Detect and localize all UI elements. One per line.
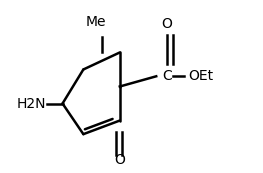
Text: Me: Me (86, 15, 107, 29)
Text: O: O (161, 16, 172, 30)
Text: O: O (114, 153, 125, 167)
Text: OEt: OEt (189, 69, 214, 83)
Text: H2N: H2N (17, 97, 47, 111)
Text: C: C (162, 69, 171, 83)
